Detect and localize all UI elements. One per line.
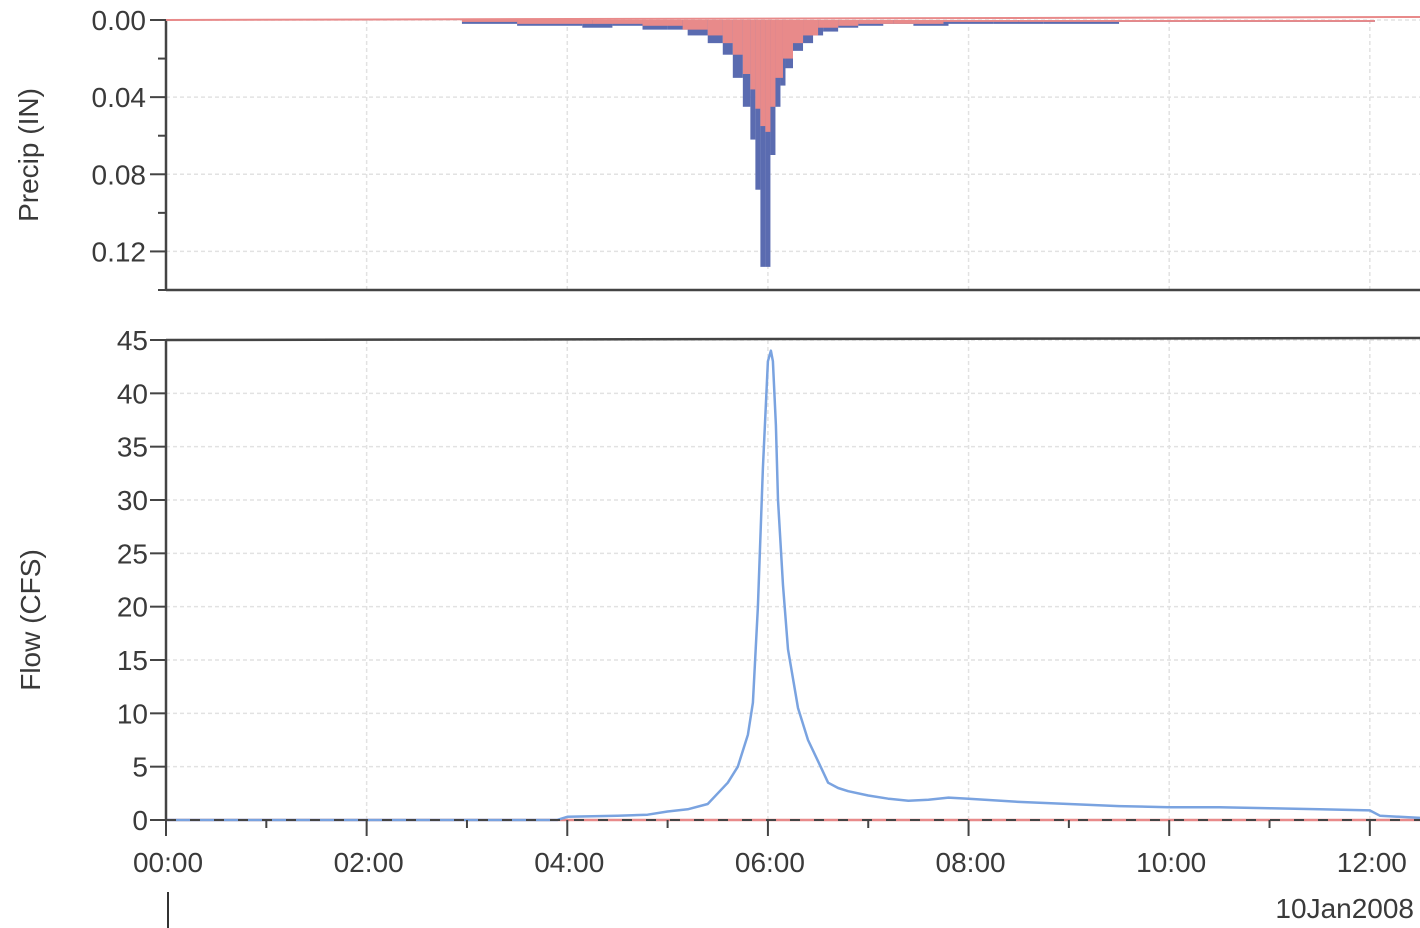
x-tick-label: 02:00 (334, 847, 404, 878)
precip-excess-bars (461, 20, 1375, 132)
precip-excess-bar (765, 20, 771, 132)
precip-y-tick-label: 0.00 (92, 5, 147, 36)
precip-total-bars (461, 20, 1375, 267)
flow-y-tick-label: 35 (117, 432, 148, 463)
date-label: 10Jan2008 (1275, 893, 1414, 924)
precip-excess-bar (642, 20, 683, 26)
precip-excess-bar (707, 20, 723, 36)
precip-excess-bar (1269, 20, 1375, 22)
flow-line-outflow (166, 349, 1420, 822)
precip-y-tick-label: 0.08 (92, 159, 147, 190)
precip-panel: 0.00 0.04 0.08 0.12 Precip (IN) (13, 5, 1420, 292)
precip-excess-bar (750, 20, 756, 90)
precip-y-axis-title: Precip (IN) (13, 88, 44, 222)
precip-excess-bar (775, 20, 783, 78)
flow-y-tick-label: 0 (132, 805, 148, 836)
precip-excess-bar (793, 20, 804, 44)
precip-excess-bar (838, 20, 859, 26)
precip-excess-bar (592, 20, 643, 24)
flow-top-frame (165, 336, 1420, 342)
flow-y-tick-label: 10 (117, 698, 148, 729)
flow-y-tick-label: 45 (117, 325, 148, 356)
precip-excess-bar (461, 20, 518, 22)
flow-y-axis-title: Flow (CFS) (15, 549, 46, 691)
precip-y-tick-label: 0.12 (92, 236, 147, 267)
precip-excess-bar (803, 20, 819, 36)
precip-total-bar (765, 20, 771, 267)
flow-y-tick-label: 30 (117, 485, 148, 516)
x-tick-label: 10:00 (1136, 847, 1206, 878)
x-tick-label: 00:00 (133, 847, 203, 878)
precip-excess-bar (682, 20, 708, 30)
flow-y-tick-label: 15 (117, 645, 148, 676)
flow-lines (166, 349, 1420, 822)
precip-excess-bar (1119, 20, 1270, 22)
precip-excess-bar (742, 20, 751, 74)
x-tick-label: 12:00 (1337, 847, 1407, 878)
flow-y-tick-label: 5 (132, 752, 148, 783)
precip-excess-bar (770, 20, 776, 107)
flow-grid (166, 339, 1420, 820)
x-axis-ticks: 00:00 02:00 04:00 06:00 08:00 10:00 12:00 (133, 820, 1407, 878)
precip-y-ticks: 0.00 0.04 0.08 0.12 (92, 5, 166, 291)
x-tick-label: 08:00 (936, 847, 1006, 878)
precip-top-line (165, 16, 1420, 21)
precip-total-bar (760, 20, 766, 267)
precip-excess-bar (858, 20, 894, 24)
precip-excess-bar (818, 20, 839, 28)
precip-excess-bar (1018, 20, 1120, 22)
flow-axes (164, 336, 1420, 821)
precip-excess-bar (755, 20, 761, 109)
precip-excess-bar (732, 20, 743, 55)
precip-excess-bar (782, 20, 793, 59)
precip-axes (164, 16, 1420, 292)
precip-excess-bar (722, 20, 733, 44)
flow-y-tick-label: 20 (117, 592, 148, 623)
precip-excess-bar (517, 20, 593, 24)
flow-y-tick-label: 25 (117, 538, 148, 569)
flow-y-ticks: 0 5 10 15 20 25 30 35 40 45 (117, 325, 166, 836)
precip-y-tick-label: 0.04 (92, 82, 147, 113)
x-tick-label: 04:00 (534, 847, 604, 878)
precip-excess-bar (760, 20, 766, 127)
precip-excess-bar (943, 20, 1019, 22)
precip-excess-bar (893, 20, 944, 24)
flow-y-tick-label: 40 (117, 378, 148, 409)
x-tick-label: 06:00 (735, 847, 805, 878)
